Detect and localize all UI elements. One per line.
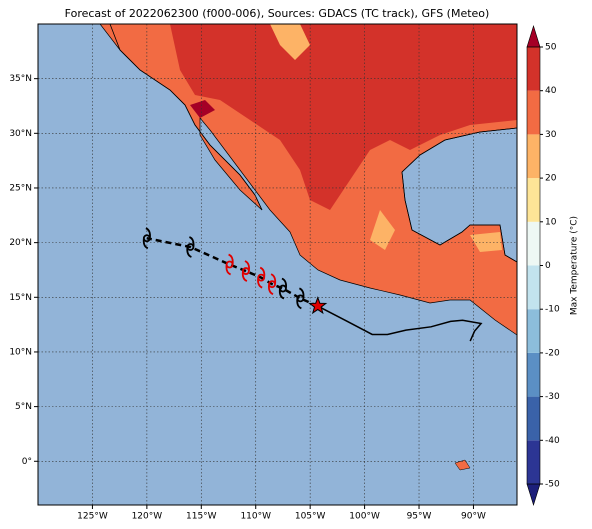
colorbar-band xyxy=(527,47,540,91)
colorbar-tick-label: 30 xyxy=(545,130,557,140)
colorbar-under xyxy=(526,483,541,507)
colorbar-band xyxy=(527,265,540,310)
land xyxy=(99,24,517,471)
colorbar-band xyxy=(527,178,540,222)
y-tick-label: 5°N xyxy=(15,402,32,412)
coastline xyxy=(109,24,517,263)
colorbar-band xyxy=(527,440,540,484)
chart-title: Forecast of 2022062300 (f000-006), Sourc… xyxy=(65,7,490,20)
x-tick-label: 90°W xyxy=(461,512,486,522)
track-layer xyxy=(142,227,483,342)
colorbar-tick-label: 10 xyxy=(545,217,557,227)
colorbar-tick-label: 20 xyxy=(545,174,557,184)
colorbar-tick-label: -10 xyxy=(545,305,560,315)
y-tick-label: 35°N xyxy=(9,74,32,84)
x-tick-label: 115°W xyxy=(186,512,217,522)
storm-symbol xyxy=(278,277,287,300)
x-tick-label: 105°W xyxy=(295,512,326,522)
colorbar-band xyxy=(527,396,540,441)
colorbar-band xyxy=(527,90,540,135)
forecast-line xyxy=(146,237,319,308)
x-tick-label: 125°W xyxy=(77,512,108,522)
colorbar-tick-label: 0 xyxy=(545,261,551,271)
colorbar-tick-label: -30 xyxy=(545,392,560,402)
colorbar-label: Max Temperature (°C) xyxy=(570,216,580,315)
track-line xyxy=(317,305,483,342)
x-tick-label: 120°W xyxy=(132,512,163,522)
colorbar-tick-label: -50 xyxy=(545,480,560,490)
storm-symbol xyxy=(186,236,195,258)
y-tick-label: 10°N xyxy=(9,347,32,357)
colorbar-band xyxy=(527,221,540,266)
storm-symbol xyxy=(268,273,277,296)
hot-area xyxy=(170,24,517,210)
warm-area xyxy=(270,24,502,252)
x-tick-label: 110°W xyxy=(240,512,271,522)
storm-symbol xyxy=(296,287,305,310)
storm-symbol xyxy=(241,260,250,282)
hottest-area xyxy=(190,100,215,118)
y-tick-label: 0° xyxy=(22,457,32,467)
map-frame xyxy=(37,23,518,506)
colorbar-tick-label: -20 xyxy=(545,348,560,358)
x-tick-label: 95°W xyxy=(407,512,432,522)
storm-symbol xyxy=(257,266,266,289)
colorbar-tick-label: -40 xyxy=(545,436,560,446)
colorbar-band xyxy=(527,352,540,397)
colorbar-tick-label: 50 xyxy=(545,43,557,53)
y-tick-label: 15°N xyxy=(9,293,32,303)
grid xyxy=(38,24,517,505)
y-tick-label: 20°N xyxy=(9,238,32,248)
current-position xyxy=(308,296,328,315)
colorbar-band xyxy=(527,134,540,179)
y-tick-label: 30°N xyxy=(9,129,32,139)
colorbar-tick-label: 40 xyxy=(545,86,557,96)
storm-symbol xyxy=(225,253,234,276)
x-tick-label: 100°W xyxy=(349,512,380,522)
y-tick-label: 25°N xyxy=(9,183,32,193)
colorbar-over xyxy=(526,24,541,48)
colorbar: -50 -40 -30 -20 -10 0 10 20 30 40 50 Max Temperatur… xyxy=(526,24,580,507)
colorbar-band xyxy=(527,309,540,353)
storm-symbol xyxy=(142,227,151,250)
